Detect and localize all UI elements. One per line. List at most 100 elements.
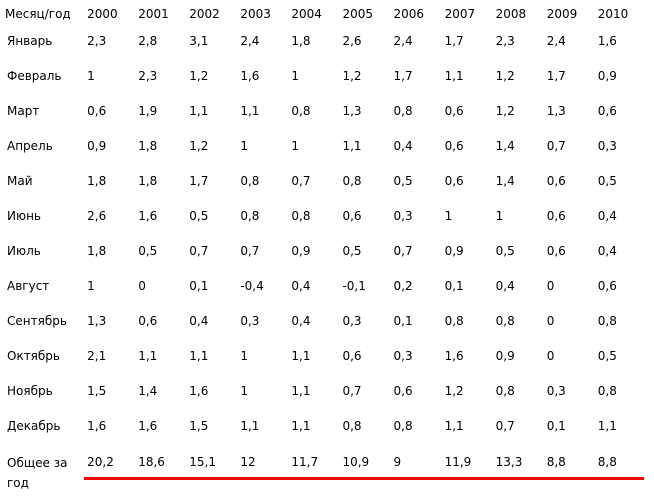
table-cell: 0,8 (240, 174, 260, 188)
table-cell: 1,8 (138, 174, 158, 188)
table-cell: 2,6 (342, 34, 362, 48)
total-row-underline (84, 477, 644, 480)
table-cell: 0 (546, 349, 555, 363)
table-cell: 1,7 (444, 34, 464, 48)
table-cell: 1 (240, 349, 248, 363)
table-cell: 1,8 (87, 174, 107, 188)
table-cell: 0,5 (597, 349, 617, 363)
table-cell: 1,4 (495, 174, 515, 188)
table-cell: 0,5 (189, 209, 209, 223)
table-cell: 0,7 (189, 244, 209, 258)
table-cell: 1,5 (189, 419, 209, 433)
table-cell: 1 (87, 69, 95, 83)
table-cell: 1 (291, 139, 300, 153)
header-row: Месяц/год 2000 2001 2002 2003 2004 2005 2006 20… (0, 0, 654, 28)
month-label: Ноябрь (7, 384, 53, 398)
table-cell: 0,8 (393, 104, 413, 118)
table-cell: 1,5 (87, 384, 107, 398)
table-cell: 0,8 (495, 384, 515, 398)
table-cell: 1,6 (597, 34, 617, 48)
table-cell: 1,1 (291, 349, 311, 363)
table-cell: 0,8 (597, 384, 617, 398)
header-year: 2002 (189, 7, 220, 21)
header-year: 2005 (342, 7, 373, 21)
table-cell: 0,7 (393, 244, 413, 258)
table-cell: 0,5 (495, 244, 515, 258)
total-cell: 12 (240, 455, 256, 469)
table-cell: 1 (240, 384, 248, 398)
table-cell: 1,1 (138, 349, 158, 363)
table-cell: 0,5 (597, 174, 617, 188)
table-cell: 0,6 (342, 209, 362, 223)
header-year: 2007 (444, 7, 476, 21)
table-cell: 0,8 (291, 104, 311, 118)
table-cell: 1,1 (240, 104, 260, 118)
table-cell: 1,6 (189, 384, 209, 398)
table-cell: 1,8 (87, 244, 107, 258)
table-cell: 0,6 (444, 139, 464, 153)
table-cell: 2,8 (138, 34, 158, 48)
table-cell: 0,3 (546, 384, 566, 398)
table-cell: 2,4 (546, 34, 566, 48)
table-row: Декабрь 1,6 1,6 1,5 1,1 1,1 0,8 0,8 1,1 0,7 0,1 1,1 (0, 413, 654, 448)
table-cell: 1,9 (138, 104, 158, 118)
table-cell: 1 (240, 139, 248, 153)
table-cell: 0,9 (495, 349, 515, 363)
table-cell: 0,3 (240, 314, 260, 328)
total-cell: 9 (393, 455, 402, 469)
table-cell: 0,2 (393, 279, 413, 293)
table-cell: 0,3 (597, 139, 617, 153)
table-cell: 0,6 (87, 104, 107, 118)
table-body: Январь 2,3 2,8 3,1 2,4 1,8 2,6 2,4 1,7 2,3 2,4 1,6 Ф… (0, 28, 654, 493)
table-cell: 1,6 (444, 349, 464, 363)
header-year: 2004 (291, 7, 322, 21)
table-cell: 0,7 (546, 139, 566, 153)
table-cell: 1,7 (189, 174, 209, 188)
table-cell: 1,2 (189, 139, 209, 153)
month-label: Январь (7, 34, 53, 48)
table-cell: 0,6 (138, 314, 158, 328)
total-row: Общее за год 20,2 18,6 15,1 12 11,7 10,9 9 11,9 1… (0, 448, 654, 493)
table-row: Август 1 0 0,1 -0,4 0,4 -0,1 0,2 0,1 0,4 0 0,6 (0, 273, 654, 308)
header-year: 2008 (495, 7, 527, 21)
table-cell: 1,6 (138, 209, 158, 223)
total-cell: 8,8 (546, 455, 566, 469)
table-cell: 0,8 (342, 419, 362, 433)
month-label: Апрель (7, 139, 53, 153)
table-cell: 0,7 (495, 419, 515, 433)
table-cell: 0,6 (597, 279, 617, 293)
table-cell: 1,1 (291, 419, 311, 433)
table-cell: 1,7 (393, 69, 413, 83)
month-label: Март (7, 104, 40, 118)
table-cell: 0,3 (393, 209, 413, 223)
header-year: 2001 (138, 7, 169, 21)
table-cell: 1,2 (444, 384, 464, 398)
table-cell: 0,9 (597, 69, 617, 83)
table-cell: 2,4 (240, 34, 260, 48)
table-cell: 0,8 (393, 419, 413, 433)
header-year: 2000 (87, 7, 118, 21)
total-cell: 15,1 (189, 455, 216, 469)
table-row: Февраль 1 2,3 1,2 1,6 1 1,2 1,7 1,1 1,2 1,7 0,9 (0, 63, 654, 98)
table-cell: 0,4 (291, 279, 311, 293)
table-cell: 0,9 (444, 244, 464, 258)
table-cell: 0,1 (546, 419, 566, 433)
total-cell: 13,3 (495, 455, 523, 469)
table-row: Январь 2,3 2,8 3,1 2,4 1,8 2,6 2,4 1,7 2,3 2,4 1,6 (0, 28, 654, 63)
total-cell: 18,6 (138, 455, 165, 469)
header-label: Месяц/год (5, 7, 71, 21)
table-cell: 1,4 (495, 139, 515, 153)
table-cell: 1,1 (291, 384, 311, 398)
table-cell: 3,1 (189, 34, 209, 48)
table-cell: 0,4 (597, 209, 617, 223)
table-cell: 0,9 (87, 139, 107, 153)
table-cell: 0,9 (291, 244, 311, 258)
table-cell: 0,4 (291, 314, 311, 328)
month-label: Февраль (7, 69, 62, 83)
table-cell: 0,6 (546, 209, 566, 223)
table-cell: 0 (138, 279, 146, 293)
total-cell: 11,7 (291, 455, 319, 469)
table-cell: 0,8 (291, 209, 311, 223)
month-label: Август (7, 279, 50, 293)
